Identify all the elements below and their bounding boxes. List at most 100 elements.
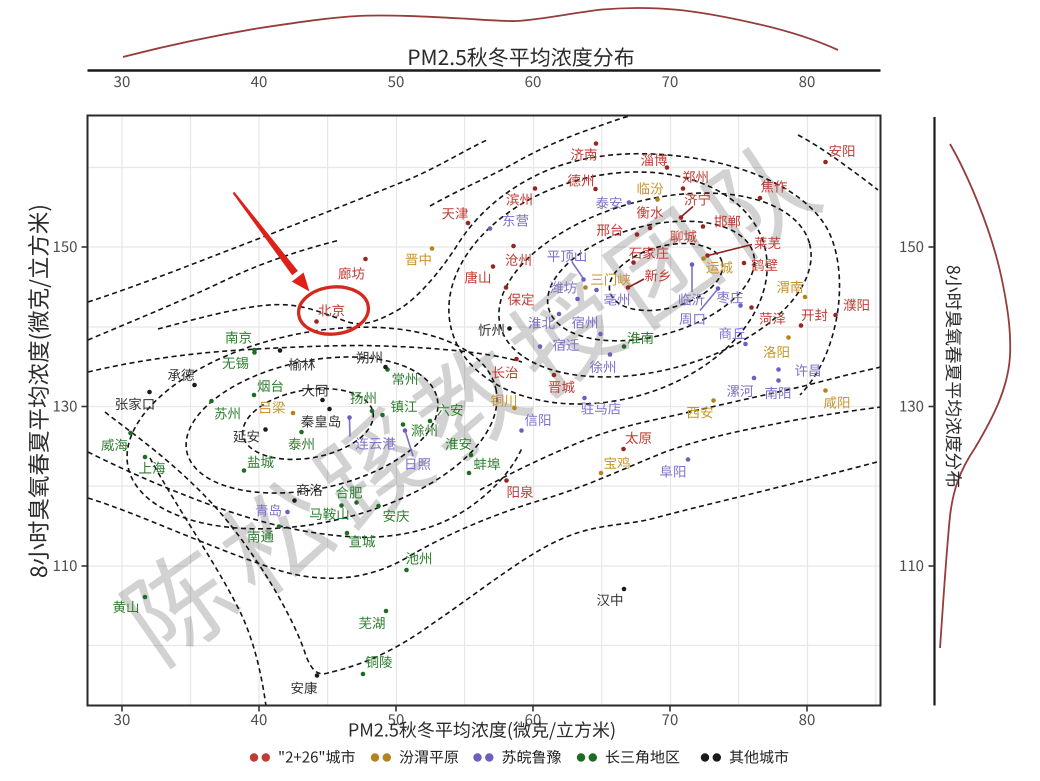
svg-text:淮南: 淮南 <box>627 327 654 347</box>
svg-text:滁州: 滁州 <box>411 420 438 440</box>
svg-text:亳州: 亳州 <box>604 289 631 309</box>
svg-text:长治: 长治 <box>492 362 519 382</box>
svg-text:保定: 保定 <box>508 289 535 309</box>
svg-text:临沂: 临沂 <box>678 289 705 309</box>
svg-text:盐城: 盐城 <box>247 451 274 471</box>
svg-text:驻马店: 驻马店 <box>581 398 622 418</box>
svg-text:焦作: 焦作 <box>761 176 788 196</box>
svg-text:30: 30 <box>114 71 131 92</box>
svg-text:上海: 上海 <box>139 457 166 477</box>
svg-text:黄山: 黄山 <box>113 596 140 616</box>
svg-text:阜阳: 阜阳 <box>660 461 687 481</box>
svg-text:邢台: 邢台 <box>597 219 624 239</box>
svg-text:漯河: 漯河 <box>727 380 755 400</box>
svg-text:晋城: 晋城 <box>548 376 576 396</box>
svg-text:PM2.5秋冬平均浓度(微克/立方米): PM2.5秋冬平均浓度(微克/立方米) <box>348 717 616 743</box>
svg-text:50: 50 <box>388 709 405 730</box>
svg-text:长三角地区: 长三角地区 <box>605 747 680 768</box>
svg-text:唐山: 唐山 <box>465 267 492 287</box>
svg-text:运城: 运城 <box>706 257 734 277</box>
svg-text:宣城: 宣城 <box>349 531 376 551</box>
svg-text:南通: 南通 <box>247 526 274 546</box>
svg-text:邯郸: 邯郸 <box>714 211 741 231</box>
svg-text:池州: 池州 <box>406 548 433 568</box>
svg-text:汉中: 汉中 <box>597 589 624 609</box>
svg-text:40: 40 <box>251 71 268 92</box>
svg-text:榆林: 榆林 <box>289 354 316 374</box>
svg-text:宿州: 宿州 <box>572 312 599 332</box>
svg-text:汾渭平原: 汾渭平原 <box>399 747 459 768</box>
svg-text:威海: 威海 <box>101 434 128 454</box>
svg-text:新乡: 新乡 <box>645 265 672 285</box>
svg-text:150: 150 <box>899 236 924 257</box>
svg-text:周口: 周口 <box>679 308 706 328</box>
svg-text:郑州: 郑州 <box>682 166 709 186</box>
svg-text:南京: 南京 <box>225 327 252 347</box>
svg-text:衡水: 衡水 <box>637 202 665 222</box>
svg-text:潍坊: 潍坊 <box>550 277 577 297</box>
svg-text:苏皖鲁豫: 苏皖鲁豫 <box>502 747 562 768</box>
svg-text:石家庄: 石家庄 <box>629 242 670 262</box>
svg-text:苏州: 苏州 <box>214 403 241 423</box>
svg-text:110: 110 <box>53 555 78 576</box>
svg-text:信阳: 信阳 <box>525 409 552 429</box>
svg-text:咸阳: 咸阳 <box>824 392 851 412</box>
svg-text:常州: 常州 <box>392 368 419 388</box>
svg-text:蚌埠: 蚌埠 <box>474 453 501 473</box>
svg-text:烟台: 烟台 <box>257 375 284 395</box>
svg-text:吕梁: 吕梁 <box>259 397 286 417</box>
svg-text:80: 80 <box>799 709 816 730</box>
svg-text:廊坊: 廊坊 <box>338 263 365 283</box>
svg-text:商洛: 商洛 <box>296 479 323 499</box>
svg-text:连云港: 连云港 <box>355 433 396 453</box>
svg-text:临汾: 临汾 <box>637 178 665 198</box>
svg-text:菏泽: 菏泽 <box>759 308 786 328</box>
svg-text:8小时臭氧春夏平均浓度(微克/立方米): 8小时臭氧春夏平均浓度(微克/立方米) <box>22 204 54 578</box>
svg-text:PM2.5秋冬平均浓度分布: PM2.5秋冬平均浓度分布 <box>407 42 635 72</box>
svg-text:濮阳: 濮阳 <box>843 294 870 314</box>
svg-text:北京: 北京 <box>318 300 345 320</box>
svg-text:70: 70 <box>662 709 679 730</box>
svg-text:六安: 六安 <box>437 399 464 419</box>
svg-text:40: 40 <box>251 709 268 730</box>
svg-text:150: 150 <box>53 236 78 257</box>
svg-text:济南: 济南 <box>571 144 598 164</box>
svg-text:芜湖: 芜湖 <box>359 612 386 632</box>
svg-text:镇江: 镇江 <box>391 396 418 416</box>
svg-text:鹤壁: 鹤壁 <box>751 254 778 274</box>
svg-text:70: 70 <box>662 71 679 92</box>
svg-text:沧州: 沧州 <box>505 249 532 269</box>
svg-text:淮北: 淮北 <box>528 312 556 332</box>
svg-text:合肥: 合肥 <box>336 482 363 502</box>
svg-text:安庆: 安庆 <box>383 505 410 525</box>
svg-text:淮安: 淮安 <box>445 433 472 453</box>
svg-text:济宁: 济宁 <box>684 189 711 209</box>
svg-text:西安: 西安 <box>687 402 714 422</box>
svg-text:泰安: 泰安 <box>596 192 623 212</box>
svg-text:德州: 德州 <box>568 170 595 190</box>
svg-text:东营: 东营 <box>502 210 529 230</box>
svg-text:洛阳: 洛阳 <box>763 341 790 361</box>
svg-text:滨州: 滨州 <box>506 189 533 209</box>
svg-text:晋中: 晋中 <box>405 249 432 269</box>
svg-text:聊城: 聊城 <box>670 226 698 246</box>
svg-text:延安: 延安 <box>233 426 260 446</box>
svg-text:忻州: 忻州 <box>478 319 505 339</box>
svg-text:开封: 开封 <box>801 304 828 324</box>
svg-text:阳泉: 阳泉 <box>507 481 535 501</box>
svg-text:太原: 太原 <box>625 427 652 447</box>
svg-text:秦皇岛: 秦皇岛 <box>301 411 342 431</box>
svg-text:130: 130 <box>53 396 78 417</box>
svg-text:三门峡: 三门峡 <box>590 269 631 289</box>
svg-text:50: 50 <box>388 71 405 92</box>
svg-text:无锡: 无锡 <box>222 352 249 372</box>
svg-text:日照: 日照 <box>404 453 431 473</box>
svg-text:铜川: 铜川 <box>491 390 518 410</box>
svg-text:8小时臭氧春夏平均浓度分布: 8小时臭氧春夏平均浓度分布 <box>941 265 967 488</box>
svg-text:天津: 天津 <box>442 203 469 223</box>
svg-text:宿迁: 宿迁 <box>553 334 581 354</box>
svg-text:张家口: 张家口 <box>115 393 156 413</box>
svg-text:"2+26"城市: "2+26"城市 <box>278 747 356 768</box>
svg-text:110: 110 <box>899 555 924 576</box>
svg-text:扬州: 扬州 <box>350 387 377 407</box>
